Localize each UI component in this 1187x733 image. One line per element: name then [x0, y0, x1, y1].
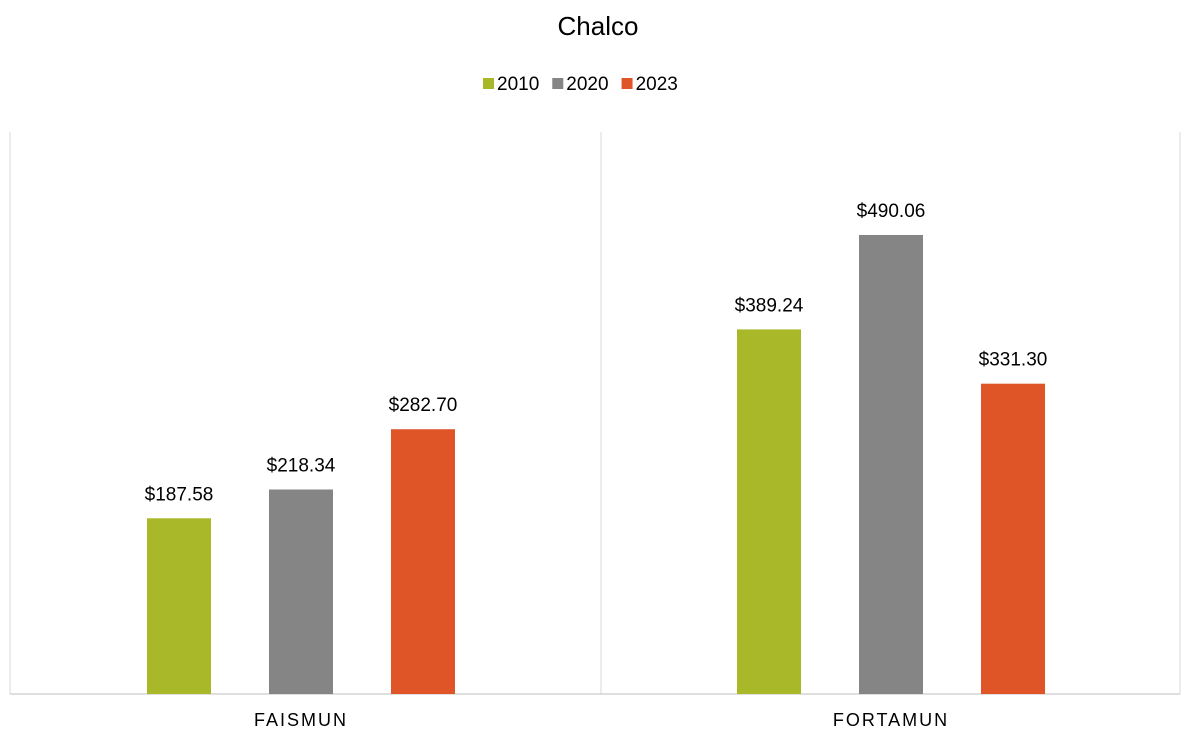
legend-swatch [552, 78, 564, 89]
legend-swatch [621, 78, 633, 89]
legend-label: 2023 [636, 74, 678, 95]
chart-title: Chalco [558, 11, 639, 41]
bar [269, 489, 333, 694]
bar [737, 329, 801, 694]
data-label: $389.24 [735, 295, 804, 316]
legend-label: 2010 [497, 74, 539, 95]
data-label: $282.70 [389, 395, 458, 416]
x-tick-label: FAISMUN [254, 710, 348, 730]
data-label: $218.34 [267, 456, 336, 477]
data-label: $187.58 [145, 484, 214, 505]
legend-swatch [483, 78, 494, 89]
bar [859, 234, 923, 695]
bar [391, 429, 455, 694]
bar [981, 383, 1045, 694]
legend-label: 2020 [566, 74, 608, 95]
data-label: $331.30 [979, 350, 1048, 371]
bar [147, 518, 211, 694]
x-tick-label: FORTAMUN [833, 710, 949, 730]
data-label: $490.06 [857, 201, 926, 222]
